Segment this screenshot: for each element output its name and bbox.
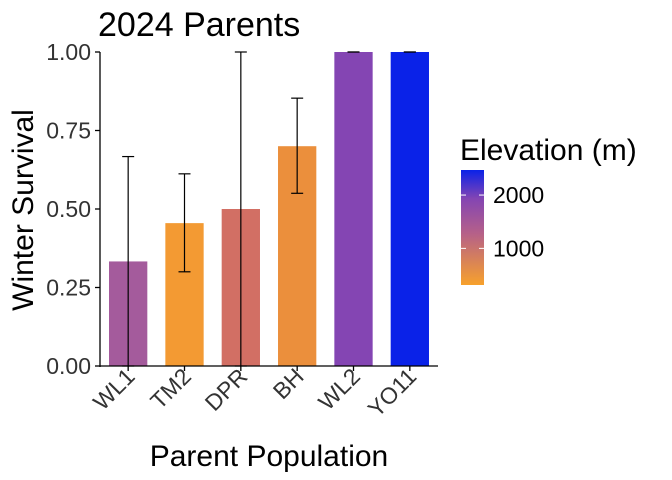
y-tick-label: 1.00 — [46, 39, 91, 65]
legend-tick-label: 1000 — [493, 235, 544, 261]
axes — [99, 52, 438, 367]
bar-wl2 — [334, 52, 373, 366]
bars — [109, 52, 429, 366]
x-tick-label-wl1: WL1 — [88, 363, 140, 415]
x-tick-label-tm2: TM2 — [145, 363, 196, 414]
x-tick-label-wl2: WL2 — [313, 363, 365, 415]
y-axis-label: Winter Survival — [7, 109, 40, 311]
y-ticks: 0.00 0.25 0.50 0.75 1.00 — [46, 39, 100, 379]
y-tick-label: 0.50 — [46, 196, 91, 222]
error-bar-bh — [291, 97, 304, 194]
legend-colorbar — [461, 170, 484, 285]
x-tick-label-yo11: YO11 — [363, 363, 422, 422]
bar-yo11 — [390, 52, 429, 366]
error-bar-tm2 — [178, 173, 191, 273]
x-tick-label-dpr: DPR — [200, 363, 253, 416]
legend-title: Elevation (m) — [460, 134, 637, 167]
x-tick-label-bh: BH — [268, 363, 309, 404]
chart-title: 2024 Parents — [98, 6, 300, 44]
y-tick-label: 0.25 — [46, 275, 91, 301]
legend-ticks: 1000 2000 — [461, 182, 544, 261]
error-bars — [122, 51, 416, 367]
x-axis-label: Parent Population — [150, 440, 389, 473]
y-tick-label: 0.75 — [46, 118, 91, 144]
legend-tick-label: 2000 — [493, 182, 544, 208]
legend: Elevation (m) 1000 2000 — [460, 134, 637, 285]
y-tick-label: 0.00 — [46, 353, 91, 379]
